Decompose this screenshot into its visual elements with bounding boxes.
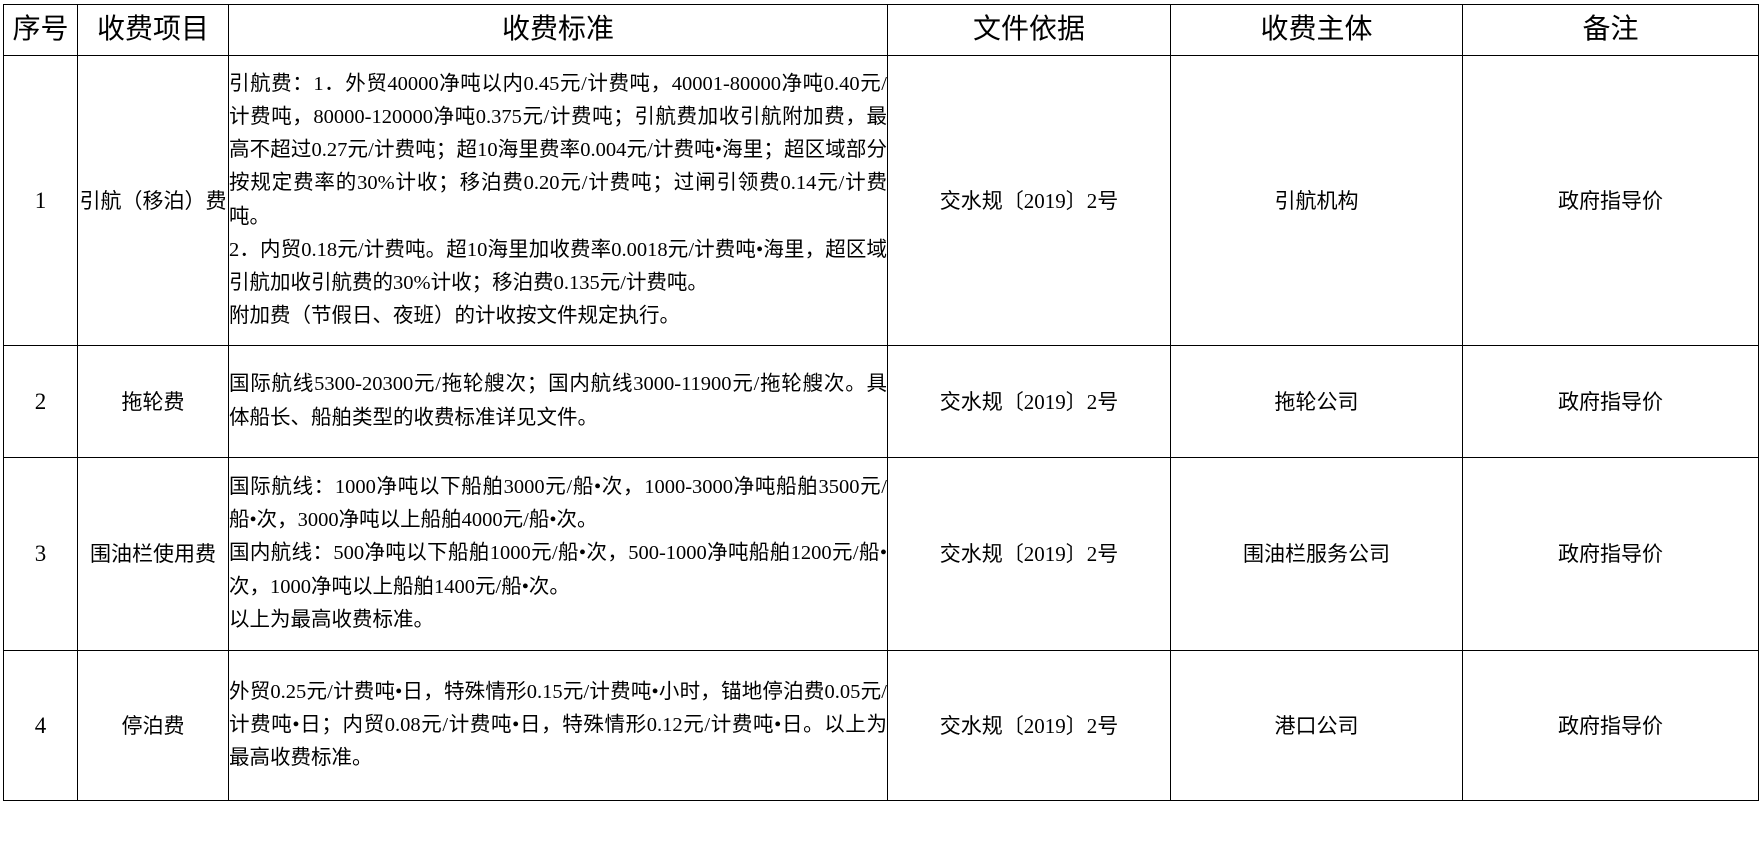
- table-header-row: 序号 收费项目 收费标准 文件依据 收费主体 备注: [3, 4, 1759, 56]
- cell-standard: 引航费：1．外贸40000净吨以内0.45元/计费吨，40001-80000净吨…: [228, 55, 888, 346]
- column-header-no: 序号: [3, 4, 78, 56]
- standard-line: 国际航线：1000净吨以下船舶3000元/船•次，1000-3000净吨船舶35…: [229, 475, 887, 532]
- column-header-doc: 文件依据: [887, 4, 1171, 56]
- standard-line: 国际航线5300-20300元/拖轮艘次；国内航线3000-11900元/拖轮艘…: [229, 373, 887, 429]
- cell-no: 4: [3, 650, 78, 801]
- cell-standard: 国际航线5300-20300元/拖轮艘次；国内航线3000-11900元/拖轮艘…: [228, 345, 888, 458]
- standard-line: 以上为最高收费标准。: [229, 608, 434, 631]
- cell-subject: 引航机构: [1170, 55, 1463, 346]
- standard-line: 附加费（节假日、夜班）的计收按文件规定执行。: [229, 305, 680, 328]
- table-body: 1 引航（移泊）费 引航费：1．外贸40000净吨以内0.45元/计费吨，400…: [3, 55, 1759, 801]
- cell-remark: 政府指导价: [1462, 457, 1759, 651]
- cell-subject: 港口公司: [1170, 650, 1463, 801]
- cell-item: 引航（移泊）费: [77, 55, 229, 346]
- cell-standard: 国际航线：1000净吨以下船舶3000元/船•次，1000-3000净吨船舶35…: [228, 457, 888, 651]
- column-header-item: 收费项目: [77, 4, 229, 56]
- cell-item: 拖轮费: [77, 345, 229, 458]
- standard-line: 2．内贸0.18元/计费吨。超10海里加收费率0.0018元/计费吨•海里，超区…: [229, 238, 887, 294]
- cell-remark: 政府指导价: [1462, 650, 1759, 801]
- cell-remark: 政府指导价: [1462, 55, 1759, 346]
- table-row: 3 围油栏使用费 国际航线：1000净吨以下船舶3000元/船•次，1000-3…: [3, 457, 1759, 651]
- table-row: 1 引航（移泊）费 引航费：1．外贸40000净吨以内0.45元/计费吨，400…: [3, 55, 1759, 346]
- cell-no: 3: [3, 457, 78, 651]
- standard-line: 国内航线：500净吨以下船舶1000元/船•次，500-1000净吨船舶1200…: [229, 542, 887, 598]
- cell-item: 停泊费: [77, 650, 229, 801]
- cell-subject: 围油栏服务公司: [1170, 457, 1463, 651]
- cell-item: 围油栏使用费: [77, 457, 229, 651]
- standard-line: 外贸0.25元/计费吨•日，特殊情形0.15元/计费吨•小时，锚地停泊费0.05…: [229, 680, 887, 770]
- table-row: 2 拖轮费 国际航线5300-20300元/拖轮艘次；国内航线3000-1190…: [3, 345, 1759, 458]
- table-row: 4 停泊费 外贸0.25元/计费吨•日，特殊情形0.15元/计费吨•小时，锚地停…: [3, 650, 1759, 801]
- cell-subject: 拖轮公司: [1170, 345, 1463, 458]
- cell-remark: 政府指导价: [1462, 345, 1759, 458]
- column-header-std: 收费标准: [228, 4, 888, 56]
- cell-no: 2: [3, 345, 78, 458]
- table-header: 序号 收费项目 收费标准 文件依据 收费主体 备注: [3, 4, 1759, 56]
- cell-document: 交水规〔2019〕2号: [887, 650, 1171, 801]
- cell-document: 交水规〔2019〕2号: [887, 457, 1171, 651]
- fee-standards-table: 序号 收费项目 收费标准 文件依据 收费主体 备注 1 引航（移泊）费 引航费：…: [3, 4, 1759, 801]
- cell-no: 1: [3, 55, 78, 346]
- cell-document: 交水规〔2019〕2号: [887, 345, 1171, 458]
- cell-standard: 外贸0.25元/计费吨•日，特殊情形0.15元/计费吨•小时，锚地停泊费0.05…: [228, 650, 888, 801]
- column-header-subject: 收费主体: [1170, 4, 1463, 56]
- cell-document: 交水规〔2019〕2号: [887, 55, 1171, 346]
- column-header-remark: 备注: [1462, 4, 1759, 56]
- standard-line: 引航费：1．外贸40000净吨以内0.45元/计费吨，40001-80000净吨…: [229, 72, 887, 228]
